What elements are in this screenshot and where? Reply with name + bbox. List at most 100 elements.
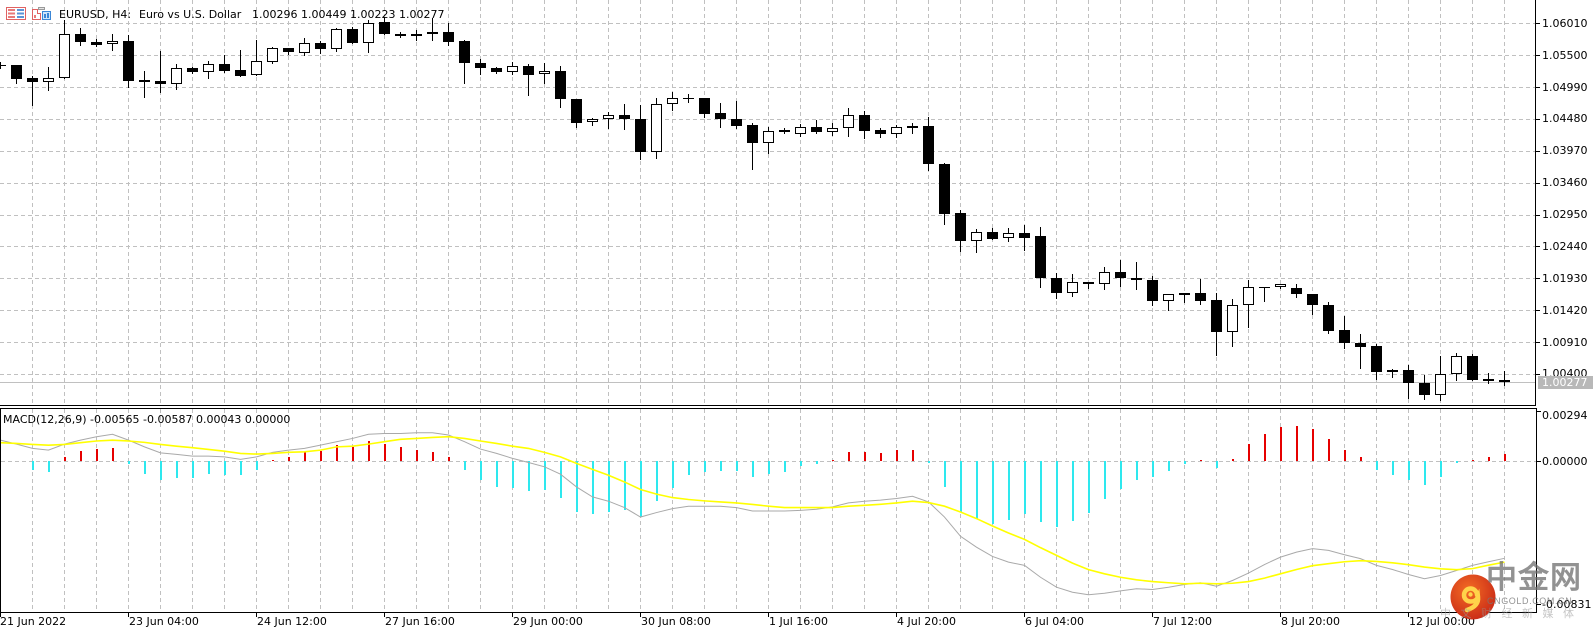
candle-bearish <box>1371 344 1382 380</box>
time-axis-label: 4 Jul 20:00 <box>897 615 956 628</box>
histogram-bar-positive <box>832 460 834 461</box>
histogram-bar-negative <box>928 461 930 463</box>
candle-bearish <box>91 39 102 47</box>
current-price-label: 1.00277 <box>1538 376 1593 389</box>
histogram-bar-positive <box>400 447 402 461</box>
candle-body-bearish <box>315 43 326 49</box>
candle-body-bearish <box>11 65 22 79</box>
price-chart-panel[interactable] <box>0 0 1535 405</box>
candle-body-bullish <box>539 71 550 74</box>
candle-bearish <box>987 228 998 240</box>
histogram-bar-negative <box>496 461 498 487</box>
histogram-bar-positive <box>1200 460 1202 461</box>
candle-bearish <box>683 94 694 103</box>
candle-bearish <box>187 67 198 74</box>
price-axis[interactable] <box>1535 0 1593 405</box>
candle-bearish <box>635 105 646 160</box>
candle-bearish <box>315 41 326 54</box>
candle-body-bullish <box>171 68 182 84</box>
histogram-bar-negative <box>1136 461 1138 480</box>
candle-bearish <box>219 55 230 73</box>
histogram-bar-negative <box>224 461 226 475</box>
histogram-bar-negative <box>800 461 802 466</box>
time-axis-label: 29 Jun 00:00 <box>513 615 583 628</box>
candle-bullish <box>1243 280 1254 328</box>
candle-body-bullish <box>1067 282 1078 293</box>
candle-body-bullish <box>1227 305 1238 332</box>
candle-bullish <box>251 40 262 76</box>
candle-bearish <box>1195 279 1206 305</box>
histogram-bar-negative <box>128 461 130 464</box>
candle-bullish <box>763 127 774 154</box>
candle-bearish <box>235 50 246 77</box>
histogram-bar-positive <box>1312 429 1314 461</box>
candle-body-bullish <box>1451 356 1462 374</box>
candle-bullish <box>299 38 310 56</box>
histogram-bar-negative <box>960 461 962 512</box>
price-axis-label: 1.02950 <box>1542 208 1588 221</box>
candle-bearish <box>11 65 22 84</box>
histogram-bar-negative <box>1120 461 1122 489</box>
candle-body-bullish <box>651 104 662 152</box>
candle-bullish <box>59 20 70 79</box>
macd-axis-scale-area[interactable] <box>1537 409 1593 612</box>
histogram-bar-positive <box>368 441 370 461</box>
candle-body-bearish <box>1179 293 1190 295</box>
candle-bearish <box>1499 371 1510 386</box>
histogram-bar-positive <box>880 453 882 461</box>
candle-body-bearish <box>731 119 742 126</box>
candle-body-bearish <box>1211 300 1222 332</box>
histogram-bar-negative <box>560 461 562 498</box>
candle-bullish <box>1163 294 1174 311</box>
candle-bullish <box>539 63 550 84</box>
candles <box>0 17 1510 401</box>
time-axis-label: 6 Jul 04:00 <box>1025 615 1084 628</box>
histogram-bar-negative <box>992 461 994 524</box>
time-axis-label: 24 Jun 12:00 <box>257 615 327 628</box>
candle-body-bearish <box>715 113 726 119</box>
histogram-bar-negative <box>1424 461 1426 485</box>
price-chart-area[interactable] <box>0 0 1535 405</box>
histogram-bar-negative <box>816 461 818 464</box>
histogram-bar-negative <box>528 461 530 491</box>
candle-bullish <box>651 98 662 159</box>
candle-body-bearish <box>1035 236 1046 278</box>
candle-bullish <box>331 28 342 52</box>
candle-bullish <box>587 118 598 126</box>
histogram-bar-negative <box>752 461 754 477</box>
candle-body-bullish <box>1003 233 1014 238</box>
candle-body-bullish <box>667 98 678 104</box>
candle-body-bearish <box>155 81 166 84</box>
one-click-trading-icon[interactable] <box>32 7 52 20</box>
histogram-bar-positive <box>80 451 82 461</box>
candle-body-bullish <box>1435 374 1446 395</box>
candle-body-bearish <box>283 48 294 52</box>
time-axis[interactable] <box>0 612 1593 633</box>
candle-bullish <box>1227 299 1238 347</box>
candle-bearish <box>907 123 918 134</box>
price-axis-label: 1.01930 <box>1542 272 1588 285</box>
histogram-bar-negative <box>944 461 946 487</box>
candle-bearish <box>1179 293 1190 303</box>
histogram-bar-negative <box>1184 461 1186 464</box>
market-depth-icon[interactable] <box>6 7 26 20</box>
histogram-bar-negative <box>1040 461 1042 522</box>
candle-bearish <box>1291 284 1302 298</box>
symbol-timeframe: EURUSD, H4: <box>59 8 132 21</box>
histogram-bar-negative <box>480 461 482 480</box>
macd-axis-label: 0.00000 <box>1542 455 1588 468</box>
candle-body-bearish <box>347 29 358 43</box>
time-axis-label: 7 Jul 12:00 <box>1153 615 1212 628</box>
candle-bullish <box>1275 284 1286 289</box>
histogram-bar-positive <box>1280 427 1282 461</box>
candle-bullish <box>1435 356 1446 401</box>
candle-bullish <box>107 34 118 51</box>
candle-bullish <box>1067 274 1078 297</box>
macd-panel[interactable] <box>0 409 1537 612</box>
candle-bearish <box>491 67 502 74</box>
histogram-bar-negative <box>1392 461 1394 475</box>
candle-bearish <box>747 123 758 170</box>
macd-axis[interactable] <box>1536 409 1593 612</box>
candle-body-bearish <box>459 41 470 63</box>
